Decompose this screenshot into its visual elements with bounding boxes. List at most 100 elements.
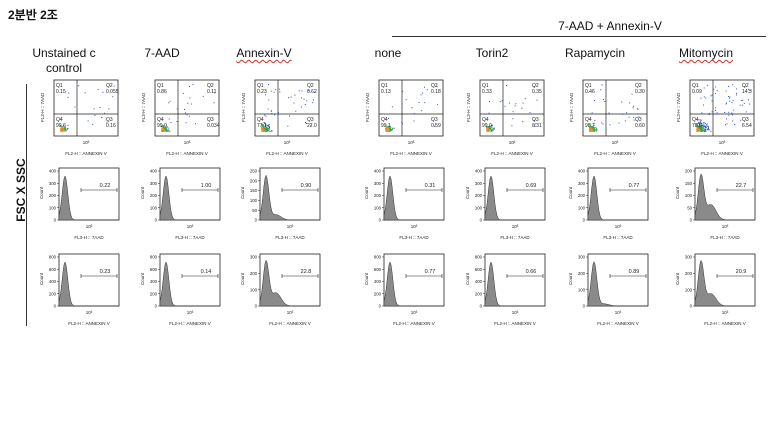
y-axis-label: Count — [675, 186, 680, 199]
event-dot — [592, 125, 594, 127]
plot-frame — [53, 79, 119, 137]
event-dot — [736, 88, 738, 90]
event-dot — [725, 103, 727, 105]
event-dot — [167, 129, 169, 131]
event-dot — [267, 129, 269, 130]
y-tick-label: 0 — [54, 304, 57, 309]
event-dot — [592, 128, 593, 130]
event-dot — [162, 129, 163, 130]
event-dot — [112, 96, 114, 98]
event-dot — [420, 94, 422, 96]
event-dot — [387, 130, 388, 132]
event-dot — [288, 97, 290, 99]
event-dot — [697, 130, 699, 132]
event-dot — [63, 129, 65, 131]
x-tick-label: 10³ — [86, 224, 93, 229]
event-dot — [266, 127, 268, 129]
event-dot — [168, 102, 170, 104]
event-dot — [263, 127, 265, 129]
event-dot — [487, 129, 489, 131]
event-dot — [590, 127, 592, 129]
event-dot — [387, 130, 389, 132]
quadrant-label: Q1 — [482, 83, 489, 89]
event-dot — [601, 84, 603, 86]
y-tick-label: 400 — [374, 279, 382, 284]
event-dot — [74, 106, 76, 108]
y-tick-label: 100 — [685, 287, 693, 292]
event-dot — [698, 126, 700, 128]
event-dot — [418, 102, 420, 103]
event-dot — [506, 85, 507, 86]
event-dot — [508, 113, 510, 115]
event-dot — [388, 117, 389, 119]
quadrant-label: Q2 — [106, 83, 113, 89]
event-dot — [592, 130, 594, 132]
event-dot — [391, 129, 393, 130]
y-tick-label: 100 — [250, 198, 258, 203]
y-tick-label: 100 — [578, 287, 586, 292]
event-dot — [263, 128, 265, 130]
x-tick-label: 10³ — [411, 224, 418, 229]
event-dot — [310, 124, 312, 126]
event-dot — [700, 120, 702, 122]
y-tick-label: 400 — [578, 169, 586, 174]
event-dot — [97, 89, 99, 91]
event-dot — [287, 125, 289, 127]
event-dot — [265, 123, 267, 125]
quadrant-value: 0.15 — [56, 89, 66, 95]
y-tick-label: 100 — [49, 205, 57, 210]
gate-percentage: 0.77 — [629, 183, 640, 189]
event-dot — [699, 125, 701, 127]
x-axis-label: FL3-H :: 7AAD — [275, 235, 305, 240]
event-dot — [701, 130, 703, 131]
gate-percentage: 0.90 — [301, 183, 312, 189]
y-tick-label: 200 — [685, 169, 693, 174]
gate-percentage: 0.22 — [100, 183, 111, 189]
quadrant-label: Q1 — [585, 83, 592, 89]
quadrant-label: Q3 — [431, 117, 438, 123]
event-dot — [165, 130, 167, 132]
quadrant-value: 0.46 — [585, 89, 595, 95]
event-dot — [591, 126, 593, 128]
y-axis-label: FL3-H :: 7AAD — [141, 92, 146, 122]
event-dot — [385, 130, 387, 132]
event-dot — [628, 116, 630, 118]
event-dot — [167, 130, 169, 132]
y-tick-label: 200 — [150, 291, 158, 296]
quadrant-label: Q2 — [742, 83, 749, 89]
event-dot — [389, 130, 391, 132]
event-dot — [734, 124, 736, 125]
event-dot — [608, 112, 610, 114]
event-dot — [168, 129, 170, 131]
event-dot — [706, 124, 707, 126]
quadrant-label: Q1 — [157, 83, 164, 89]
event-dot — [99, 107, 101, 108]
quadrant-value: 99.6 — [56, 123, 66, 129]
y-tick-label: 400 — [150, 279, 158, 284]
event-dot — [269, 127, 271, 129]
event-dot — [705, 97, 707, 99]
event-dot — [488, 129, 490, 130]
event-dot — [700, 125, 702, 127]
y-tick-label: 200 — [685, 271, 693, 276]
event-dot — [61, 129, 63, 131]
event-dot — [702, 129, 704, 131]
event-dot — [273, 91, 275, 93]
event-dot — [169, 100, 171, 102]
event-dot — [696, 125, 698, 127]
event-dot — [512, 118, 514, 120]
event-dot — [706, 123, 708, 125]
event-dot — [591, 128, 593, 130]
y-tick-label: 0 — [54, 218, 57, 223]
event-dot — [265, 128, 267, 130]
event-dot — [271, 113, 273, 115]
gate-percentage: 0.66 — [526, 269, 537, 275]
event-dot — [731, 112, 733, 114]
event-dot — [700, 129, 702, 130]
event-dot — [736, 94, 738, 96]
